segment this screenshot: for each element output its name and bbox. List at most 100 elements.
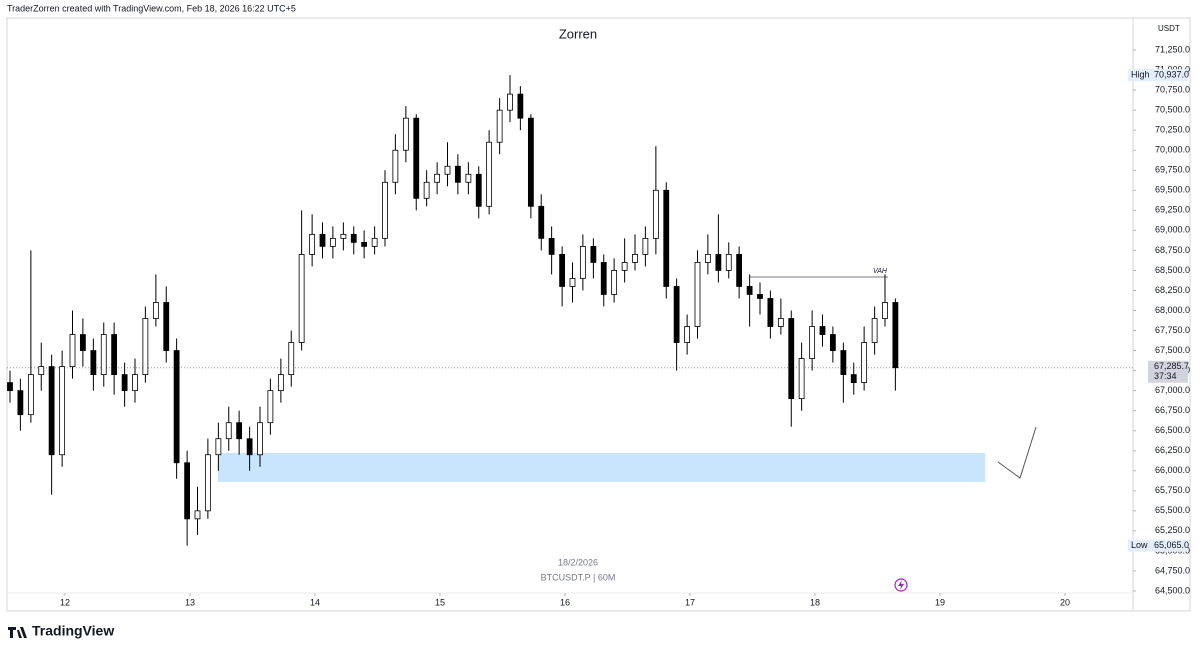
candle-body [7, 382, 13, 392]
low-marker-name: Low [1131, 540, 1148, 550]
brand-logo [8, 627, 27, 638]
candle [777, 298, 784, 335]
candle [132, 358, 138, 403]
candle-body [840, 350, 847, 376]
candle [423, 170, 430, 207]
candle-body [871, 318, 878, 343]
y-tick-label: 68,000.0 [1155, 305, 1190, 315]
candle [871, 306, 878, 355]
candle-body [434, 173, 441, 183]
candle [350, 226, 357, 255]
candle-body [298, 253, 305, 343]
candle [236, 410, 243, 455]
y-tick-label: 65,250.0 [1155, 525, 1190, 535]
candle-body [100, 334, 107, 376]
candle-body [829, 334, 836, 351]
alert-circle [894, 578, 908, 592]
y-tick-label: 69,000.0 [1155, 225, 1190, 235]
candle-body [142, 318, 149, 376]
candle [663, 182, 670, 299]
candle [559, 246, 566, 307]
candle [715, 214, 722, 283]
x-tick-label: 15 [435, 597, 445, 607]
candle [38, 342, 45, 391]
y-tick-label: 67,750.0 [1155, 325, 1190, 335]
candle-body [642, 237, 649, 255]
candle [788, 310, 795, 427]
y-tick-label: 65,500.0 [1155, 505, 1190, 515]
candle-body [111, 334, 118, 376]
candle-body [277, 374, 284, 392]
candle [79, 318, 86, 367]
y-tick-label: 70,500.0 [1155, 105, 1190, 115]
x-tick-label: 17 [685, 597, 695, 607]
candle [434, 162, 441, 195]
candle [538, 194, 545, 251]
candle [288, 330, 295, 387]
candle [59, 350, 66, 467]
candle [100, 322, 107, 387]
candle [413, 114, 420, 211]
candle-body [38, 366, 45, 376]
candle-body [673, 286, 680, 343]
candle-body [48, 366, 55, 456]
candle-body [17, 390, 24, 416]
currency: USDT [1158, 24, 1180, 33]
y-tick-label: 71,250.0 [1155, 44, 1190, 54]
candle-body [767, 298, 774, 327]
candle [184, 450, 191, 546]
candle [600, 254, 607, 307]
candle-body [173, 350, 180, 464]
y-tick-label: 70,750.0 [1155, 84, 1190, 94]
candle [204, 438, 211, 519]
candle [69, 310, 76, 379]
candle [850, 362, 857, 395]
candle-body [527, 117, 534, 207]
candle-body [454, 165, 461, 183]
candle-body [559, 253, 566, 287]
candle-body [809, 326, 816, 359]
candle-body [121, 374, 128, 392]
candle [746, 274, 753, 327]
candle-body [496, 109, 503, 143]
candle [340, 222, 347, 251]
y-tick-label: 65,750.0 [1155, 485, 1190, 495]
y-tick-label: 70,000.0 [1155, 145, 1190, 155]
candle-body [371, 237, 378, 247]
hand-drawn-check [997, 426, 1037, 479]
candle [163, 286, 170, 363]
watermark-date: 18/2/2026 [558, 557, 598, 567]
y-tick-label: 66,000.0 [1155, 465, 1190, 475]
brand-name: TradingView [32, 623, 114, 639]
candle-body [215, 438, 222, 456]
high-marker-value: 70,937.0 [1154, 70, 1189, 80]
candle [736, 246, 743, 299]
candle [590, 238, 597, 279]
y-tick-label: 68,500.0 [1155, 265, 1190, 275]
candle [621, 238, 628, 283]
candle-body [663, 189, 670, 287]
y-tick-label: 66,250.0 [1155, 445, 1190, 455]
candle-body [621, 262, 628, 271]
zone-layer [7, 367, 1133, 482]
candle [507, 75, 513, 123]
high-marker-name: High [1131, 70, 1150, 80]
candle [121, 362, 128, 407]
y-tick-label: 67,000.0 [1155, 385, 1190, 395]
candle-body [632, 253, 638, 263]
candle-body [309, 233, 316, 255]
candle [548, 226, 555, 275]
demand-zone [218, 453, 985, 482]
candle [798, 342, 805, 411]
x-tick-label: 14 [310, 597, 320, 607]
candle [225, 406, 232, 451]
candle [298, 210, 305, 351]
candle-body [600, 262, 607, 295]
candle-body [517, 93, 524, 119]
candle-body [684, 326, 691, 343]
candle-body [319, 233, 326, 247]
candle-body [288, 342, 295, 376]
candle [861, 326, 868, 391]
last-price-value: 67,285.7 [1154, 361, 1189, 371]
